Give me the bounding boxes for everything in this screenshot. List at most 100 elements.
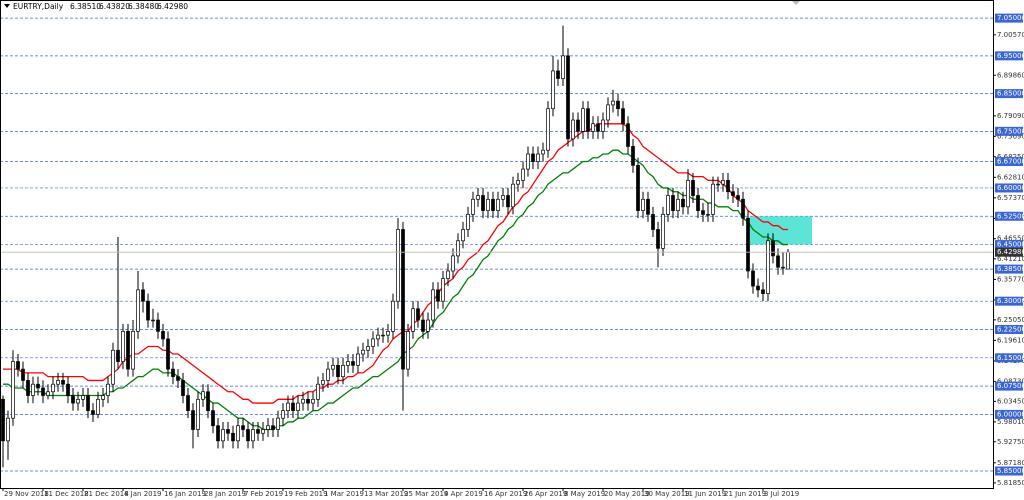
level-box — [995, 51, 1023, 61]
candle-body — [716, 183, 720, 186]
candle-body — [581, 108, 585, 132]
x-tick-label: 4 Apr 2019 — [444, 490, 483, 498]
candle-body — [261, 429, 265, 434]
candle-body — [486, 198, 490, 211]
y-tick-label: 5.98010 — [997, 418, 1024, 426]
level-box — [995, 296, 1023, 306]
candle-body — [506, 195, 510, 208]
y-tick-label: 6.08730 — [997, 377, 1024, 385]
level-label: 6.75000 — [997, 127, 1024, 135]
candle-body — [451, 255, 455, 272]
plot-frame — [0, 0, 994, 489]
level-box — [995, 466, 1023, 476]
candle-body — [86, 395, 90, 411]
level-box — [995, 89, 1023, 99]
candle-body — [266, 425, 270, 430]
candle-body — [36, 383, 40, 389]
candle-body — [206, 391, 210, 411]
y-tick-label: 6.89860 — [997, 71, 1024, 79]
menu-arrow[interactable] — [4, 4, 10, 8]
candle-body — [586, 108, 590, 132]
candle-body — [521, 168, 525, 181]
y-tick-label: 6.25050 — [997, 316, 1024, 324]
candle-body — [536, 153, 540, 162]
moving-average — [3, 149, 788, 431]
candle-body — [491, 198, 495, 211]
x-tick-label: 21 Dec 2018 — [84, 490, 129, 498]
ohlc-label: 6.42980 — [157, 2, 188, 11]
candle-body — [421, 319, 425, 332]
candle-body — [701, 210, 705, 215]
level-box — [995, 353, 1023, 363]
candle-body — [321, 380, 325, 385]
candle-body — [631, 146, 635, 166]
candle-body — [31, 383, 35, 396]
candle-body — [151, 319, 155, 322]
candle-body — [336, 364, 340, 378]
candle-body — [226, 429, 230, 434]
level-box — [995, 240, 1023, 250]
candle-body — [51, 383, 55, 393]
candle-body — [496, 198, 500, 211]
level-box — [995, 409, 1023, 419]
y-tick-label: 5.87180 — [997, 459, 1024, 467]
candle-body — [56, 380, 60, 385]
candle-body — [696, 195, 700, 211]
candle-body — [471, 198, 475, 215]
candle-body — [371, 338, 375, 347]
shift-marker[interactable] — [792, 1, 800, 5]
candle-body — [376, 334, 380, 340]
candle-body — [391, 300, 395, 332]
candle-body — [156, 319, 160, 332]
candle-body — [331, 364, 335, 370]
candle-body — [651, 214, 655, 230]
level-label: 6.45000 — [997, 241, 1024, 249]
candle-body — [441, 278, 445, 302]
x-tick-label: 26 Apr 2019 — [524, 490, 567, 498]
candle-body — [256, 429, 260, 434]
current-price-box — [995, 247, 1023, 257]
candle-body — [171, 368, 175, 378]
x-tick-label: 11 Jun 2019 — [684, 490, 726, 498]
candle-body — [671, 195, 675, 211]
x-tick-label: 11 Dec 2018 — [44, 490, 89, 498]
plot-area — [0, 17, 993, 472]
candle-body — [121, 331, 125, 362]
candle-body — [221, 429, 225, 442]
candle-body — [766, 240, 770, 294]
candle-body — [501, 195, 505, 200]
candle-body — [1, 398, 5, 442]
candle-body — [706, 214, 710, 216]
y-tick-label: 5.92750 — [997, 438, 1024, 446]
x-tick-label: 21 Jun 2019 — [724, 490, 766, 498]
y-tick-label: 6.46550 — [997, 235, 1024, 243]
candle-body — [646, 198, 650, 215]
y-tick-label: 6.73690 — [997, 132, 1024, 140]
y-tick-label: 6.79090 — [997, 112, 1024, 120]
y-tick-label: 6.03450 — [997, 397, 1024, 405]
level-box — [995, 381, 1023, 391]
candle-body — [136, 289, 140, 332]
candle-body — [666, 195, 670, 215]
x-tick-label: 4 Jan 2019 — [124, 490, 162, 498]
candle-body — [126, 331, 130, 370]
candle-body — [541, 149, 545, 155]
candle-body — [361, 349, 365, 355]
y-tick-label: 6.19610 — [997, 336, 1024, 344]
candle-body — [101, 395, 105, 400]
candle-body — [576, 119, 580, 132]
candle-body — [46, 391, 50, 396]
candle-body — [41, 387, 45, 396]
candle-body — [481, 195, 485, 211]
candle-body — [776, 255, 780, 268]
x-tick-label: 8 May 2019 — [564, 490, 605, 498]
candle-body — [66, 383, 70, 396]
level-box — [995, 211, 1023, 221]
level-label: 6.85000 — [997, 90, 1024, 98]
candle-body — [781, 266, 785, 269]
candle-body — [181, 380, 185, 396]
candle-body — [641, 198, 645, 211]
candle-body — [466, 214, 470, 230]
